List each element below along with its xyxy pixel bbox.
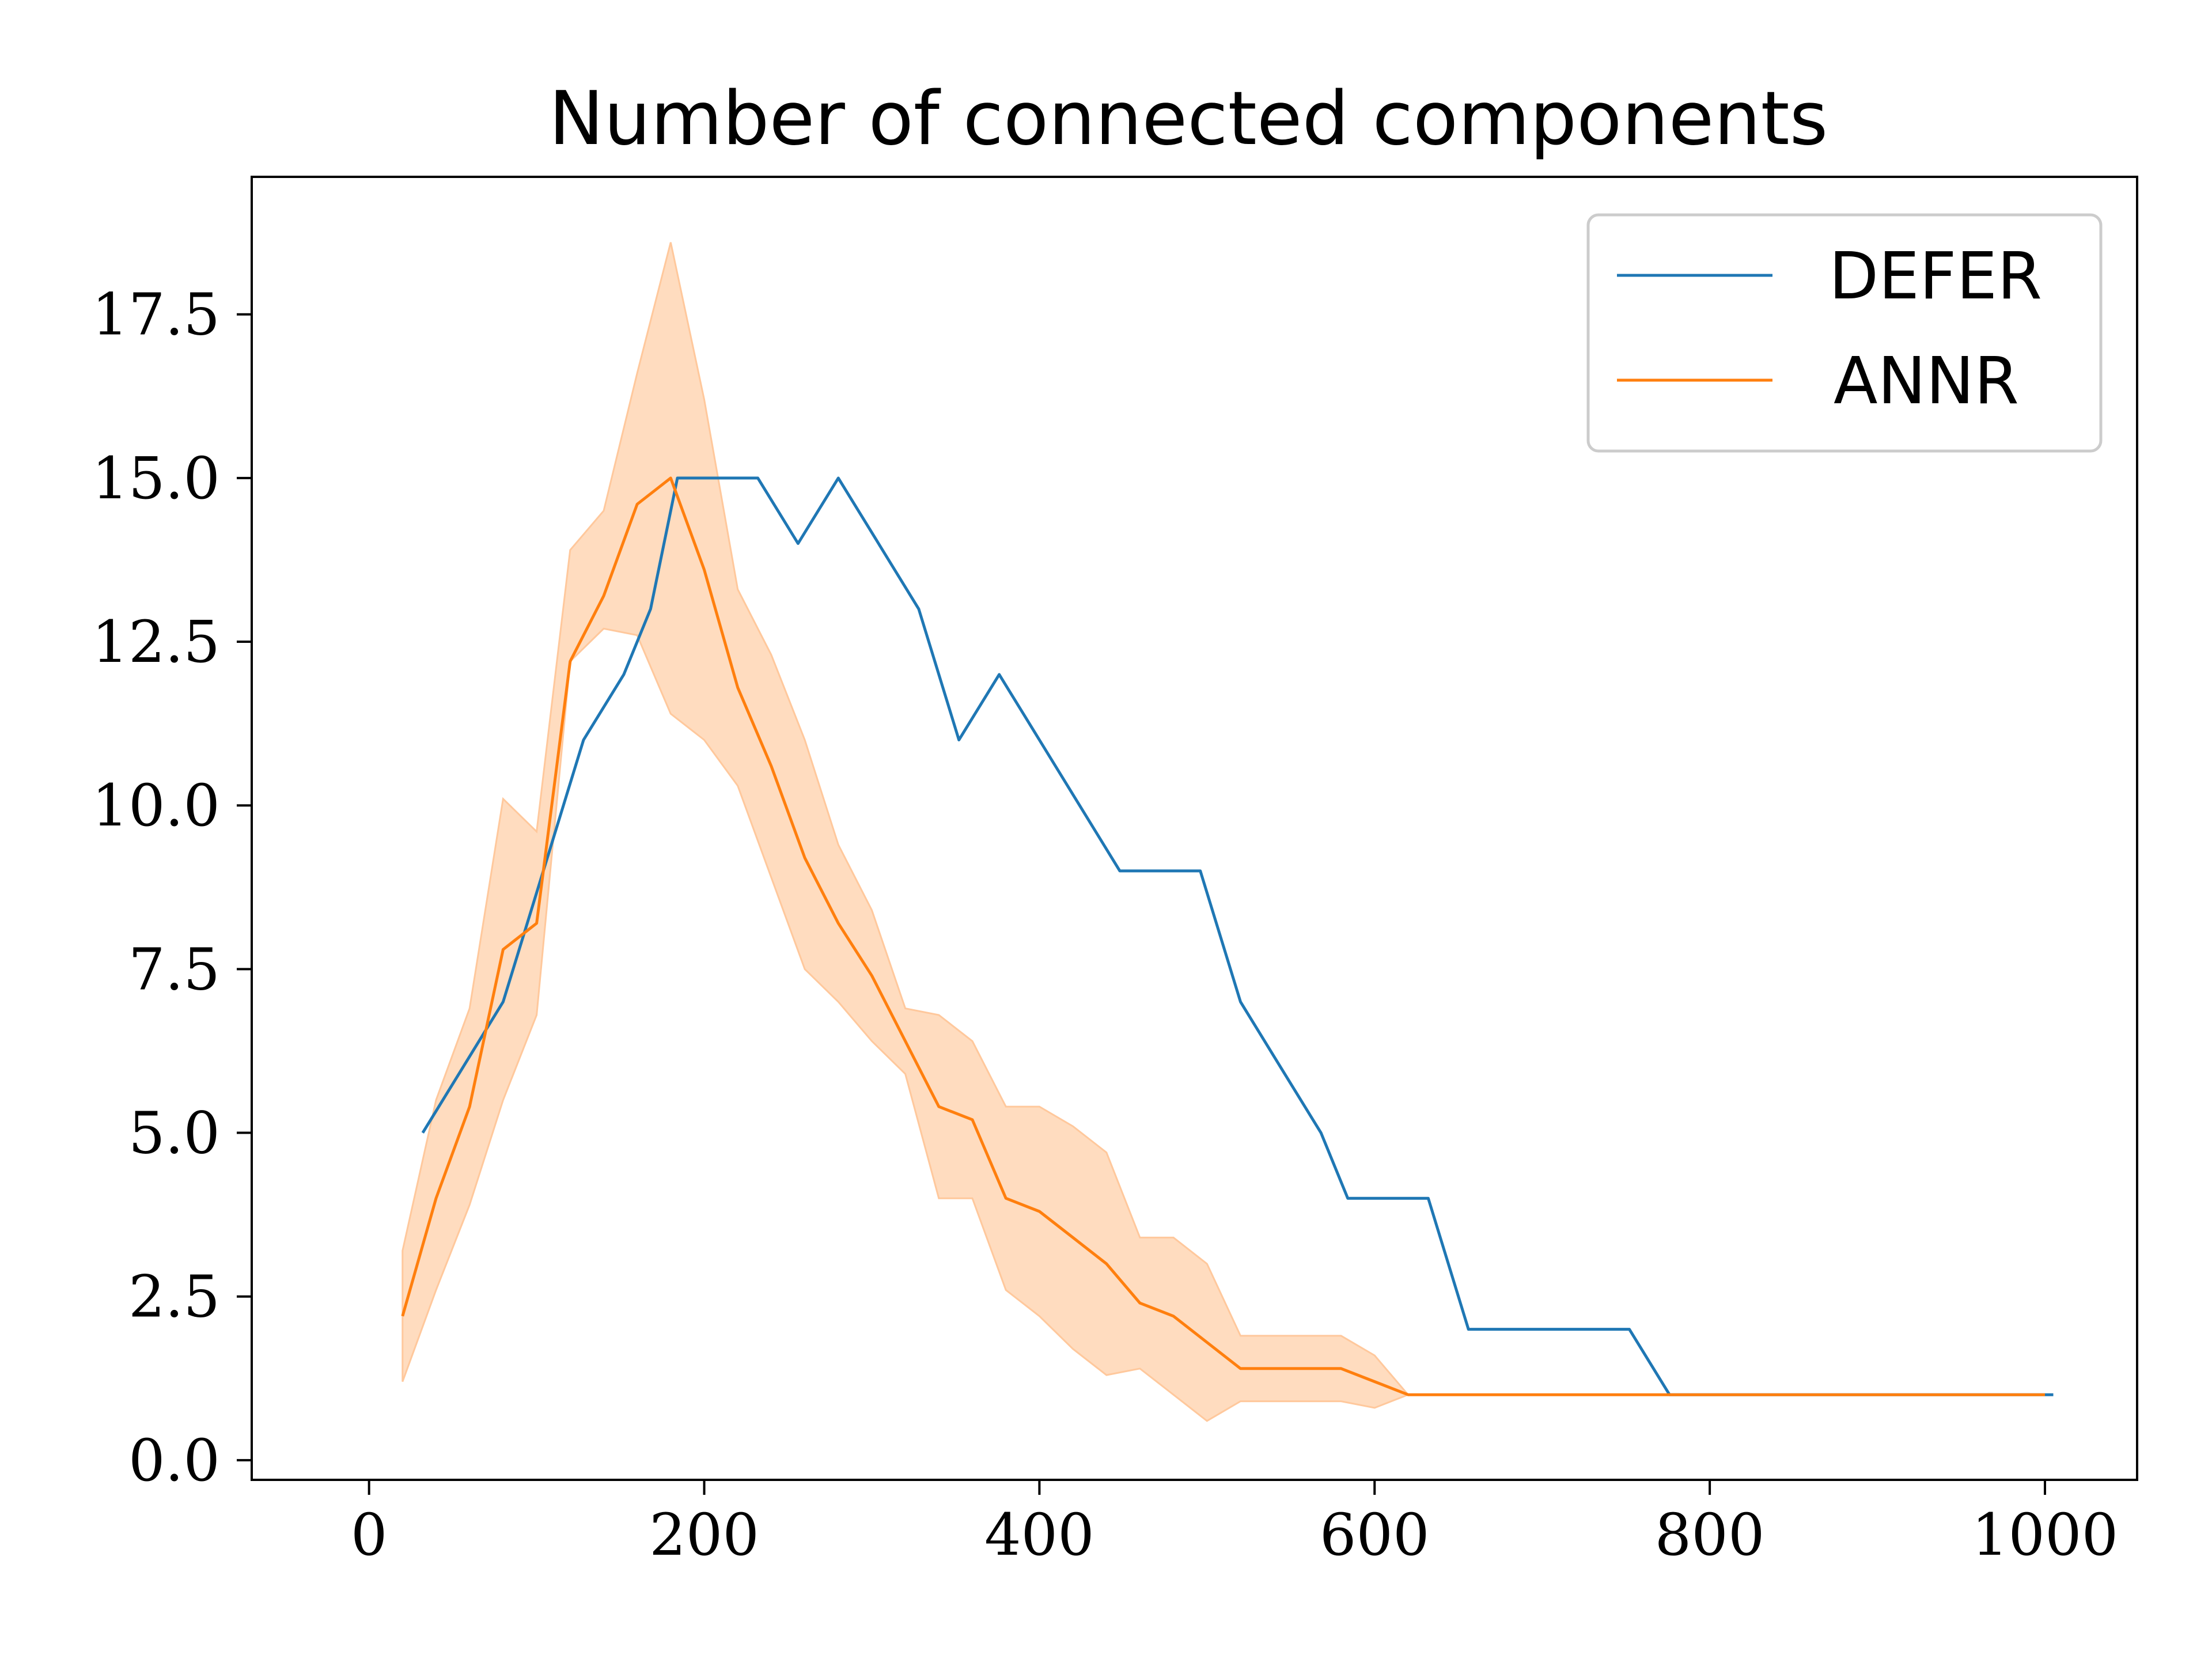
x-tick-label: 200 <box>649 1501 759 1569</box>
y-tick-label: 0.0 <box>128 1427 220 1494</box>
y-axis: 0.0 2.5 5.0 7.5 10.0 12.5 15.0 17.5 <box>92 281 252 1494</box>
x-axis: 0 200 400 600 800 1000 <box>351 1480 2118 1569</box>
series-lines-layer <box>401 476 2054 1396</box>
x-tick-label: 800 <box>1655 1501 1765 1569</box>
legend-label-defer: DEFER <box>1829 239 2042 314</box>
x-tick-label: 400 <box>984 1501 1094 1569</box>
chart-title: Number of connected components <box>549 76 1828 162</box>
legend-label-annr: ANNR <box>1834 344 2019 419</box>
y-tick-label: 17.5 <box>92 281 220 349</box>
plot-frame <box>251 176 2138 1481</box>
y-tick-label: 7.5 <box>128 935 220 1003</box>
y-tick-label: 2.5 <box>128 1263 220 1331</box>
legend: DEFER ANNR <box>1586 213 2103 453</box>
y-tick-label: 10.0 <box>92 772 220 839</box>
series-line-annr <box>401 476 2045 1396</box>
y-tick-label: 5.0 <box>128 1100 220 1167</box>
x-tick-label: 600 <box>1320 1501 1430 1569</box>
y-tick-label: 15.0 <box>92 445 220 512</box>
x-tick-label: 1000 <box>1972 1501 2119 1569</box>
x-tick-label: 0 <box>351 1501 388 1569</box>
y-tick-label: 12.5 <box>92 608 220 676</box>
